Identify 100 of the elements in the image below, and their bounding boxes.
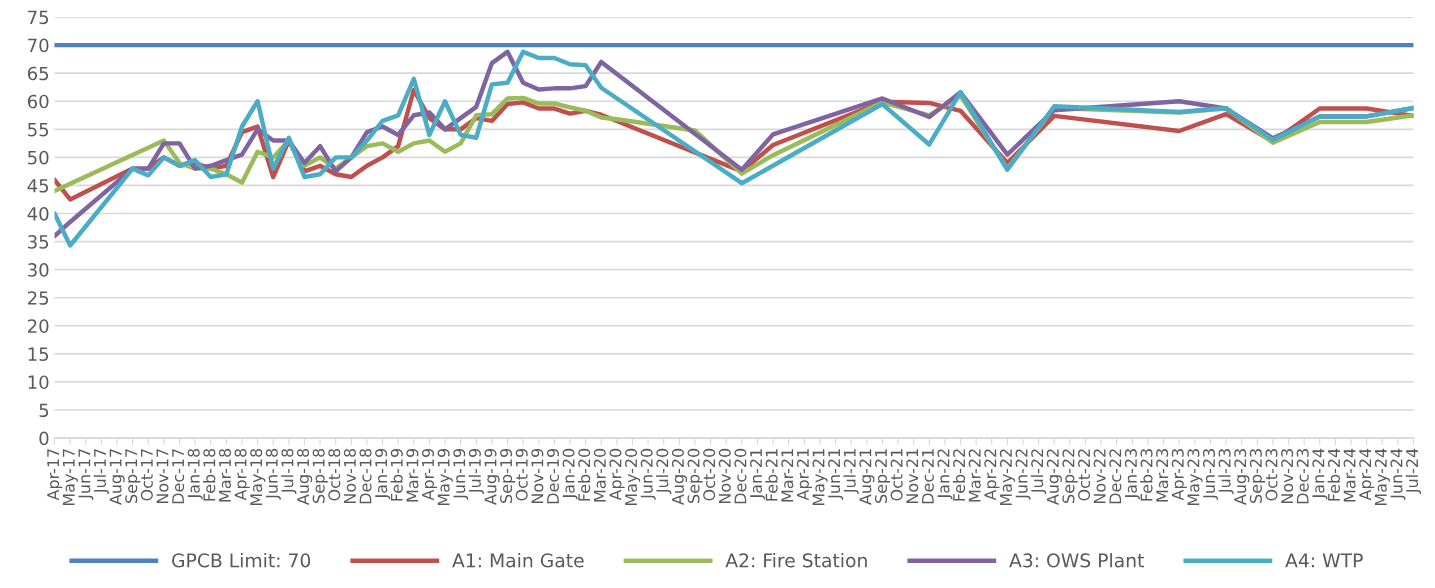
x-tick-label: Jul-24 <box>1405 448 1422 494</box>
x-tick-label: Oct-23 <box>1265 449 1278 501</box>
x-tick-label: Nov-18 <box>343 448 356 504</box>
y-tick-label: 50 <box>28 150 49 165</box>
x-tick-label: Aug-19 <box>484 448 500 505</box>
x-tick-label: Jun-24 <box>1390 448 1406 500</box>
x-tick-label: May-20 <box>625 448 641 506</box>
x-tick-label: May-23 <box>1187 449 1203 506</box>
x-tick-label: Mar-24 <box>1343 448 1356 502</box>
x-tick-label: Jan-19 <box>375 448 391 500</box>
y-tick-label: 25 <box>28 291 49 305</box>
x-tick-label: Jul-19 <box>468 448 484 494</box>
x-tick-label: Feb-20 <box>577 448 591 501</box>
legend-label: A1: Main Gate <box>452 552 584 568</box>
y-tick-label: 55 <box>28 123 49 137</box>
x-tick-label: Apr-21 <box>796 449 813 501</box>
y-tick-label: 20 <box>28 319 49 333</box>
x-tick-label: Nov-20 <box>718 448 731 504</box>
y-tick-label: 15 <box>28 347 49 361</box>
x-tick-label: Dec-20 <box>734 448 747 504</box>
y-tick-label: 60 <box>27 94 49 109</box>
x-tick-label: Jun-19 <box>453 448 469 500</box>
x-tick-label: Jul-23 <box>1218 449 1234 494</box>
x-tick-label: Mar-21 <box>781 449 794 502</box>
x-tick-label: Mar-23 <box>1156 449 1169 502</box>
y-tick-label: 70 <box>28 38 49 53</box>
x-tick-label: May-18 <box>250 448 266 506</box>
x-tick-label: Jan-21 <box>749 449 766 500</box>
x-tick-label: Oct-22 <box>1078 449 1091 501</box>
x-tick-label: Jun-22 <box>1015 449 1031 500</box>
x-tick-label: Dec-21 <box>921 449 934 504</box>
y-tick-label: 45 <box>27 179 49 193</box>
x-tick-label: Nov-19 <box>531 448 544 504</box>
x-tick-label: Sep-22 <box>1062 449 1078 503</box>
x-tick-label: Aug-18 <box>297 448 313 505</box>
legend-label: GPCB Limit: 70 <box>172 552 311 568</box>
x-tick-label: Jan-18 <box>187 448 203 500</box>
x-tick-label: Sep-18 <box>312 448 328 503</box>
x-tick-label: May-21 <box>812 449 828 506</box>
x-tick-label: Apr-24 <box>1359 448 1375 501</box>
x-tick-label: Aug-22 <box>1046 449 1062 505</box>
x-tick-label: Mar-22 <box>968 449 981 502</box>
x-tick-label: Jul-20 <box>655 448 672 494</box>
x-tick-label: Aug-20 <box>671 448 688 505</box>
x-tick-label: Oct-19 <box>515 448 528 501</box>
x-tick-label: Sep-17 <box>125 449 141 503</box>
y-tick-label: 40 <box>27 206 49 221</box>
x-tick-label: Mar-18 <box>218 448 231 502</box>
y-tick-label: 35 <box>28 235 49 249</box>
x-tick-label: Jun-23 <box>1202 449 1219 500</box>
x-tick-label: Jul-21 <box>843 449 859 494</box>
x-tick-label: May-19 <box>437 448 453 506</box>
x-tick-label: Feb-23 <box>1140 449 1153 501</box>
y-tick-label: 30 <box>28 263 49 277</box>
x-tick-label: Feb-19 <box>390 448 403 501</box>
x-tick-label: Oct-21 <box>890 449 903 501</box>
x-tick-label: Nov-23 <box>1281 449 1294 504</box>
x-tick-label: Jul-22 <box>1030 449 1047 494</box>
x-tick-label: Jan-22 <box>937 449 953 500</box>
x-tick-label: Oct-20 <box>703 448 716 501</box>
x-tick-label: Nov-21 <box>906 449 919 504</box>
x-tick-label: Aug-23 <box>1234 449 1250 505</box>
x-tick-label: Dec-18 <box>359 448 372 504</box>
x-tick-label: May-24 <box>1374 448 1390 506</box>
x-tick-label: Jun-18 <box>265 448 281 500</box>
y-tick-label: 75 <box>28 10 49 25</box>
x-tick-label: Sep-21 <box>874 449 891 503</box>
x-tick-label: Nov-17 <box>156 449 169 504</box>
y-tick-label: 10 <box>28 375 49 390</box>
x-tick-label: Mar-20 <box>593 448 606 502</box>
x-tick-label: Dec-19 <box>546 448 560 504</box>
legend-label: A2: Fire Station <box>725 552 867 568</box>
y-tick-label: 0 <box>39 431 49 446</box>
x-tick-label: Feb-21 <box>765 449 778 501</box>
x-tick-label: Apr-18 <box>234 448 250 501</box>
x-tick-label: Apr-19 <box>421 448 438 501</box>
x-tick-label: May-22 <box>999 449 1016 506</box>
x-tick-label: Feb-22 <box>952 449 966 501</box>
x-tick-label: Dec-17 <box>172 449 185 504</box>
x-tick-label: Apr-23 <box>1171 449 1187 501</box>
y-tick-label: 65 <box>27 66 49 81</box>
x-tick-label: Sep-20 <box>687 448 703 503</box>
x-tick-label: Dec-23 <box>1296 449 1309 504</box>
x-tick-label: Apr-17 <box>47 449 63 501</box>
x-tick-label: Jan-24 <box>1312 448 1328 500</box>
x-tick-label: Jun-17 <box>78 449 94 500</box>
x-tick-label: Feb-18 <box>203 448 216 501</box>
x-tick-label: Mar-19 <box>406 448 419 502</box>
x-tick-label: May-17 <box>62 449 78 506</box>
x-tick-label: Nov-22 <box>1093 449 1106 504</box>
x-tick-label: Jul-18 <box>281 448 297 494</box>
x-tick-label: Apr-22 <box>984 449 1000 501</box>
x-tick-label: Sep-23 <box>1249 449 1265 503</box>
x-tick-label: Jul-17 <box>93 449 109 494</box>
legend-label: A3: OWS Plant <box>1009 552 1144 568</box>
legend-label: A4: WTP <box>1285 553 1363 568</box>
x-tick-label: Jan-20 <box>562 448 578 500</box>
x-tick-label: Feb-24 <box>1327 448 1341 501</box>
x-tick-label: Aug-17 <box>109 449 125 505</box>
x-tick-label: Sep-19 <box>500 448 516 503</box>
